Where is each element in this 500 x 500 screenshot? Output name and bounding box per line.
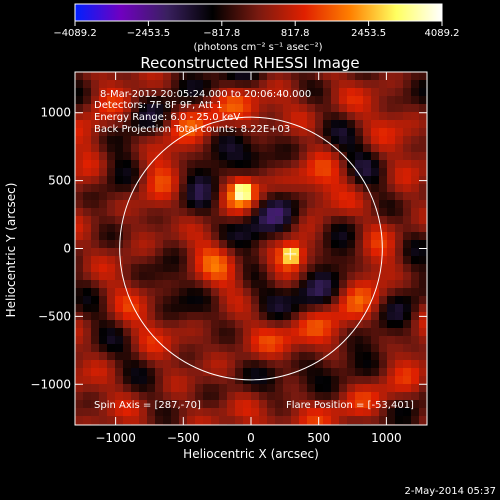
axis-ticks: −1000 −500 0 500 1000 1000 500 0 −500 −1000 [30,72,427,445]
colorbar-tick-label: −4089.2 [53,28,96,39]
flare-marker [284,247,297,260]
x-tick-label: 1000 [371,431,402,445]
x-tick-label: 500 [307,431,330,445]
energy-annotation: Energy Range: 6.0 - 25.0 keV [94,112,240,123]
spin-axis-annotation: Spin Axis = [287,-70] [94,400,201,411]
y-axis-label: Heliocentric Y (arcsec) [4,183,18,318]
y-tick-label: −500 [38,309,71,323]
method-annotation: Back Projection Total counts: 8.22E+03 [94,124,290,135]
colorbar-tick-label: −2453.5 [127,28,170,39]
y-tick-label: 0 [63,242,71,256]
colorbar-ticks: −4089.2 −2453.5 −817.8 817.8 2453.5 4089.2 [53,21,460,39]
heatmap-image [75,72,427,425]
chart-title: Reconstructed RHESSI Image [140,54,359,72]
plot-area: −1000 −500 0 500 1000 1000 500 0 −500 −1000 [30,71,428,445]
colorbar-tick-label: 2453.5 [351,28,386,39]
footer-date: 2-May-2014 05:37 [404,486,496,497]
x-tick-label: −1000 [95,431,136,445]
colorbar: −4089.2 −2453.5 −817.8 817.8 2453.5 4089.2 (p… [53,3,460,53]
detectors-annotation: Detectors: 7F 8F 9F, Att 1 [94,100,222,111]
colorbar-tick-label: −817.8 [203,28,240,39]
plot-annotations: 8-Mar-2012 20:05:24.000 to 20:06:40.000 … [94,89,414,411]
time-range-annotation: 8-Mar-2012 20:05:24.000 to 20:06:40.000 [100,89,311,100]
x-tick-label: 0 [247,431,255,445]
x-tick-label: −500 [167,431,200,445]
flare-position-annotation: Flare Position = [-53,401] [286,400,414,411]
y-tick-label: −1000 [30,377,71,391]
y-tick-label: 1000 [40,106,71,120]
solar-limb-circle [119,116,383,381]
colorbar-tick-label: 4089.2 [425,28,460,39]
colorbar-tick-label: 817.8 [281,28,310,39]
colorbar-unit-label: (photons cm⁻² s⁻¹ asec⁻²) [193,42,322,53]
x-axis-label: Heliocentric X (arcsec) [183,447,319,461]
colorbar-bar [74,3,443,22]
y-tick-label: 500 [48,174,71,188]
